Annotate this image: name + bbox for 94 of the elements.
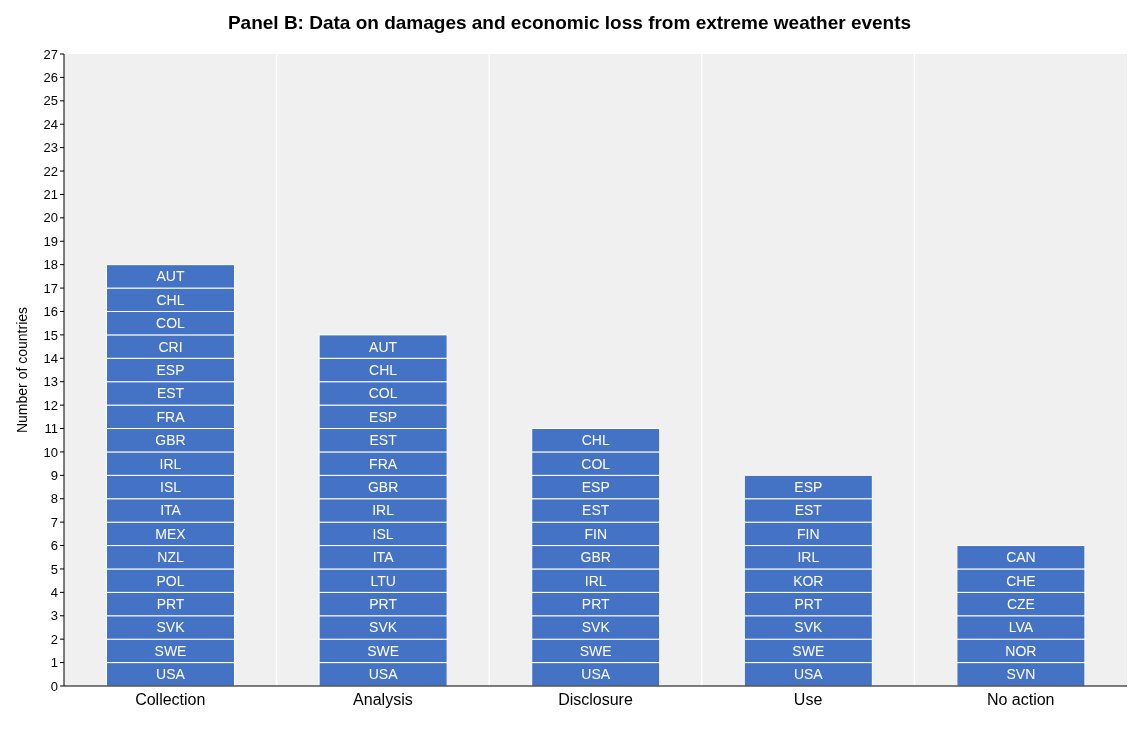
y-tick-label: 10: [43, 444, 58, 460]
data-label: SWE: [154, 642, 187, 659]
y-tick-label: 19: [43, 233, 58, 249]
y-tick-label: 23: [43, 140, 58, 156]
data-label: CHE: [1006, 572, 1036, 589]
data-label: KOR: [793, 572, 824, 589]
data-label: COL: [581, 455, 611, 472]
data-label: ESP: [156, 362, 185, 378]
x-tick-label: Analysis: [353, 691, 413, 709]
data-label: PRT: [156, 596, 185, 613]
y-tick-label: 25: [43, 93, 58, 109]
data-label: SWE: [367, 642, 400, 659]
x-tick-label: Disclosure: [558, 691, 633, 709]
data-label: POL: [156, 572, 185, 589]
data-label: EST: [794, 502, 823, 519]
data-label: CAN: [1006, 549, 1036, 566]
data-label: NOR: [1005, 642, 1037, 659]
y-tick-label: 2: [50, 631, 58, 647]
data-label: CHL: [369, 362, 398, 378]
data-label: FIN: [584, 525, 607, 542]
y-tick-label: 0: [50, 678, 58, 694]
data-label: USA: [793, 666, 824, 683]
y-tick-label: 15: [43, 327, 58, 343]
y-tick-label: 1: [50, 655, 58, 671]
data-label: AUT: [156, 268, 185, 285]
data-label: FIN: [797, 525, 820, 542]
y-tick-label: 3: [50, 608, 58, 624]
x-tick-label: Collection: [135, 691, 206, 709]
data-label: LTU: [370, 572, 396, 589]
y-tick-label: 9: [50, 467, 58, 483]
data-label: GBR: [367, 479, 399, 496]
y-tick-label: 12: [43, 397, 58, 413]
data-label: ITA: [372, 549, 395, 566]
chart-title: Panel B: Data on damages and economic loss from extreme weather events: [226, 11, 913, 35]
data-label: SVK: [581, 619, 611, 636]
y-tick-label: 4: [50, 584, 58, 600]
data-label: GBR: [155, 432, 186, 449]
data-label: ESP: [794, 479, 823, 496]
data-label: IRL: [797, 549, 820, 566]
y-tick-label: 18: [43, 257, 58, 273]
y-tick-label: 16: [43, 304, 58, 320]
data-label: SWE: [792, 642, 825, 659]
data-label: GBR: [580, 549, 611, 566]
data-label: IRL: [159, 455, 182, 472]
data-label: SWE: [579, 642, 612, 659]
data-label: USA: [368, 666, 399, 683]
y-tick-label: 5: [50, 561, 58, 577]
data-label: CZE: [1006, 596, 1035, 613]
data-label: FRA: [369, 455, 398, 472]
data-label: EST: [582, 502, 610, 519]
data-label: PRT: [369, 596, 398, 613]
data-label: SVK: [156, 619, 186, 636]
data-label: ISL: [160, 479, 182, 496]
data-label: USA: [581, 666, 611, 683]
data-label: COL: [156, 315, 186, 332]
data-label: IRL: [584, 572, 607, 589]
data-label: AUT: [369, 338, 398, 355]
y-tick-label: 24: [43, 116, 58, 132]
y-tick-label: 8: [50, 491, 58, 507]
data-label: USA: [156, 666, 186, 683]
y-tick-label: 7: [50, 514, 58, 530]
y-tick-label: 21: [43, 187, 58, 203]
data-label: SVN: [1006, 666, 1036, 683]
y-tick-label: 22: [43, 163, 58, 179]
x-tick-label: No action: [986, 691, 1055, 709]
data-label: PRT: [581, 596, 611, 613]
data-label: CRI: [158, 338, 183, 355]
data-label: ITA: [160, 502, 182, 519]
data-label: IRL: [372, 502, 395, 519]
x-tick-label: Use: [793, 691, 823, 709]
data-label: LVA: [1008, 619, 1034, 636]
data-label: FRA: [156, 408, 186, 425]
y-tick-label: 20: [43, 210, 58, 226]
data-label: SVK: [369, 619, 398, 636]
data-label: NZL: [157, 549, 184, 566]
y-tick-label: 27: [43, 46, 58, 62]
data-label: ESP: [581, 479, 610, 496]
y-tick-label: 17: [43, 280, 58, 296]
data-label: COL: [368, 385, 398, 402]
data-label: ESP: [369, 408, 398, 425]
data-label: PRT: [794, 596, 823, 613]
y-tick-label: 6: [50, 538, 58, 554]
y-tick-label: 11: [44, 421, 58, 437]
data-label: EST: [369, 432, 398, 449]
data-label: MEX: [155, 525, 187, 542]
data-label: CHL: [581, 432, 610, 449]
y-axis-title: Number of countries: [13, 306, 30, 434]
y-tick-label: 26: [43, 70, 58, 86]
data-label: EST: [156, 385, 185, 402]
data-label: CHL: [156, 291, 185, 308]
y-tick-label: 13: [43, 374, 58, 390]
data-label: SVK: [794, 619, 823, 636]
y-tick-label: 14: [43, 350, 58, 366]
data-label: ISL: [372, 525, 394, 542]
